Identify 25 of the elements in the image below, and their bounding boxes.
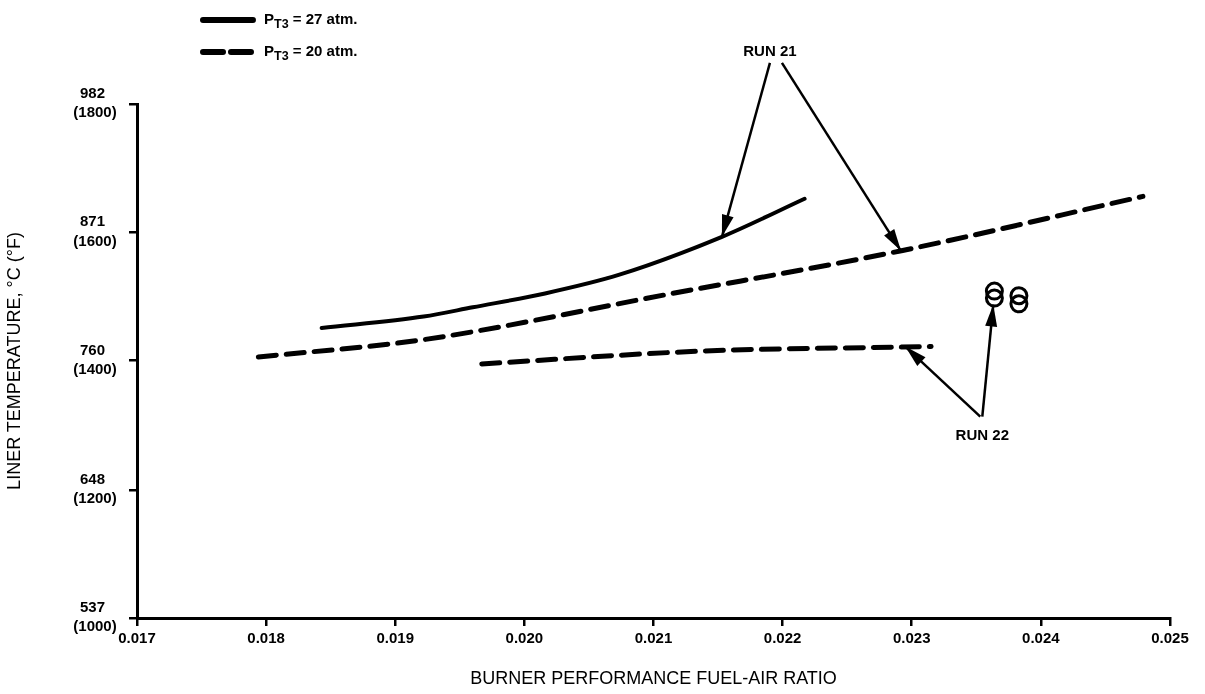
x-tick-label: 0.023 [892, 629, 931, 647]
x-tick-label: 0.019 [376, 629, 415, 647]
y2-tick-label: (1400) [73, 360, 117, 378]
annotation: RUN 21 [743, 41, 797, 59]
x-tick-label: 0.017 [118, 629, 156, 647]
y-tick-label: 982 [79, 84, 105, 102]
x-tick-label: 0.022 [763, 629, 802, 647]
legend-label: P$_{T3}$ = 20 atm. [264, 41, 358, 63]
y-tick-label: 760 [79, 340, 105, 358]
y-tick-label: 648 [79, 469, 105, 487]
x-tick-label: 0.025 [1151, 629, 1189, 647]
x-tick-label: 0.020 [505, 629, 544, 647]
y2-tick-label: (1800) [73, 103, 117, 121]
y-tick-label: 871 [79, 212, 105, 230]
y2-tick-label: (1000) [73, 617, 117, 635]
y2-tick-label: (1600) [73, 231, 117, 249]
annotation: RUN 22 [955, 425, 1009, 443]
y-axis-title: LINER TEMPERATURE, °C (°F) [3, 232, 24, 490]
x-tick-label: 0.021 [634, 629, 673, 647]
x-axis-title: BURNER PERFORMANCE FUEL-AIR RATIO [470, 668, 837, 689]
y-tick-label: 537 [79, 598, 105, 616]
x-tick-label: 0.024 [1022, 629, 1061, 647]
y2-tick-label: (1200) [73, 488, 117, 506]
legend-label: P$_{T3}$ = 27 atm. [264, 9, 358, 31]
x-tick-label: 0.018 [247, 629, 285, 647]
